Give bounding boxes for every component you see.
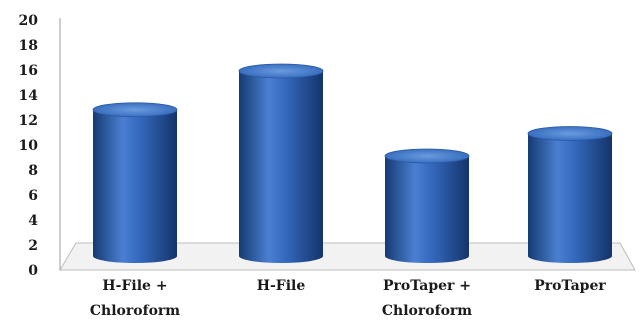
bar-top: [238, 63, 324, 79]
bar: [92, 102, 178, 263]
y-tick-label: 14: [19, 88, 39, 104]
y-tick-label: 10: [19, 138, 39, 154]
bar-top: [527, 126, 613, 141]
bar: [238, 63, 324, 263]
x-tick-label: Chloroform: [382, 303, 472, 319]
y-tick-label: 6: [28, 188, 38, 204]
y-tick-label: 0: [28, 263, 38, 279]
y-tick-label: 4: [28, 213, 38, 229]
x-tick-label: ProTaper +: [383, 278, 471, 294]
x-tick-label: H-File +: [102, 278, 167, 294]
x-tick-label: ProTaper: [534, 278, 606, 294]
y-tick-label: 18: [19, 38, 38, 54]
bar-top: [384, 148, 470, 164]
bar-top: [92, 102, 178, 118]
bar: [527, 126, 613, 263]
bar-body: [528, 133, 612, 263]
y-tick-label: 12: [19, 113, 38, 129]
bar: [384, 148, 470, 263]
y-tick-label: 16: [19, 63, 38, 79]
bar-body: [239, 71, 323, 263]
x-tick-label: H-File: [257, 278, 306, 294]
bar-body: [93, 109, 177, 263]
chart-floor: [59, 242, 636, 271]
y-tick-label: 2: [28, 238, 38, 254]
bar-body: [385, 156, 469, 263]
x-tick-label: Chloroform: [90, 303, 180, 319]
y-tick-label: 8: [28, 163, 38, 179]
y-tick-label: 20: [19, 13, 39, 29]
